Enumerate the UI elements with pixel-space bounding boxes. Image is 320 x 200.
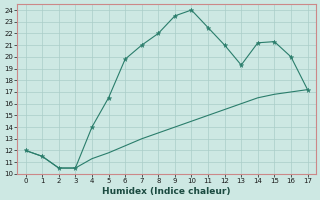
X-axis label: Humidex (Indice chaleur): Humidex (Indice chaleur): [102, 187, 231, 196]
